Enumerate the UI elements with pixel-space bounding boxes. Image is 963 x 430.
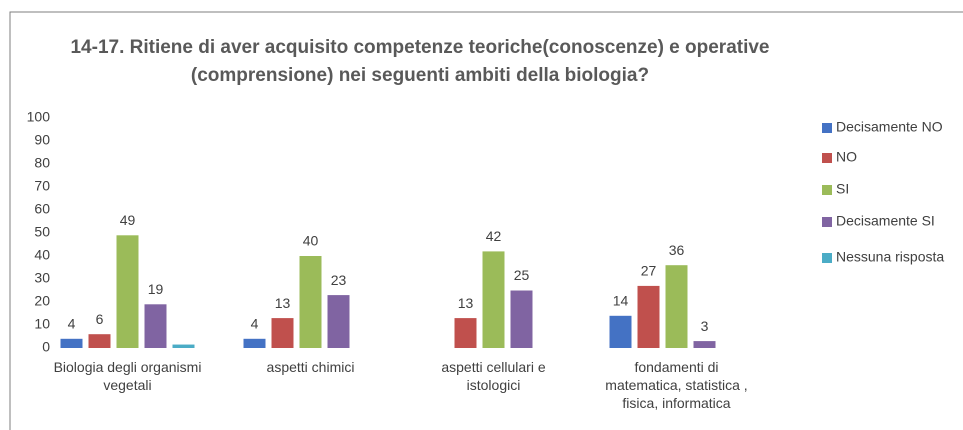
y-tick-label: 40 <box>34 247 50 263</box>
y-tick-label: 50 <box>34 224 50 240</box>
legend-label: SI <box>836 181 849 197</box>
x-tick-label: fondamenti di matematica, statistica , f… <box>605 359 748 411</box>
data-label: 3 <box>701 318 709 334</box>
data-label: 4 <box>251 316 259 332</box>
y-tick-label: 0 <box>42 339 50 355</box>
bar <box>271 318 294 348</box>
bar <box>299 256 322 348</box>
data-label: 49 <box>120 212 136 228</box>
y-tick-label: 60 <box>34 201 50 217</box>
bar <box>454 318 477 348</box>
data-label: 42 <box>486 228 502 244</box>
data-label: 13 <box>458 295 474 311</box>
data-label: 25 <box>514 267 530 283</box>
y-tick-label: 30 <box>34 270 50 286</box>
bar <box>510 290 533 348</box>
data-label: 23 <box>331 272 347 288</box>
legend-swatch <box>822 217 832 227</box>
y-tick-label: 80 <box>34 155 50 171</box>
data-label: 6 <box>96 311 104 327</box>
y-tick-label: 100 <box>27 109 51 125</box>
y-tick-label: 90 <box>34 132 50 148</box>
bar <box>693 341 716 348</box>
bar <box>60 338 83 348</box>
x-tick-label: aspetti cellulari e istologici <box>441 359 546 393</box>
data-label: 19 <box>148 281 164 297</box>
chart-title: (comprensione) nei seguenti ambiti della… <box>191 65 649 86</box>
legend-swatch <box>822 185 832 195</box>
y-tick-label: 10 <box>34 316 50 332</box>
bar <box>116 235 139 348</box>
data-label: 13 <box>275 295 291 311</box>
x-tick-label: Biologia degli organismi vegetali <box>53 359 202 393</box>
y-tick-label: 20 <box>34 293 50 309</box>
legend-label: Decisamente SI <box>836 213 935 229</box>
frame <box>9 11 963 430</box>
bar <box>88 334 111 348</box>
legend-label: Decisamente NO <box>836 119 943 135</box>
data-label: 14 <box>613 293 629 309</box>
bar <box>609 315 632 348</box>
data-label: 27 <box>641 263 657 279</box>
bar <box>144 304 167 348</box>
bar <box>243 338 266 348</box>
legend-label: NO <box>836 149 857 165</box>
x-tick-label: aspetti chimici <box>266 359 355 375</box>
legend-swatch <box>822 153 832 163</box>
bar <box>327 295 350 348</box>
y-tick-label: 70 <box>34 178 50 194</box>
bar <box>172 344 195 348</box>
bar <box>665 265 688 348</box>
data-label: 36 <box>669 242 685 258</box>
data-label: 4 <box>68 316 76 332</box>
legend-swatch <box>822 123 832 133</box>
legend-label: Nessuna risposta <box>836 249 944 265</box>
chart-title: 14-17. Ritiene di aver acquisito compete… <box>70 37 769 58</box>
legend-swatch <box>822 253 832 263</box>
data-label: 40 <box>303 233 319 249</box>
bar <box>482 251 505 348</box>
bar <box>637 285 660 348</box>
